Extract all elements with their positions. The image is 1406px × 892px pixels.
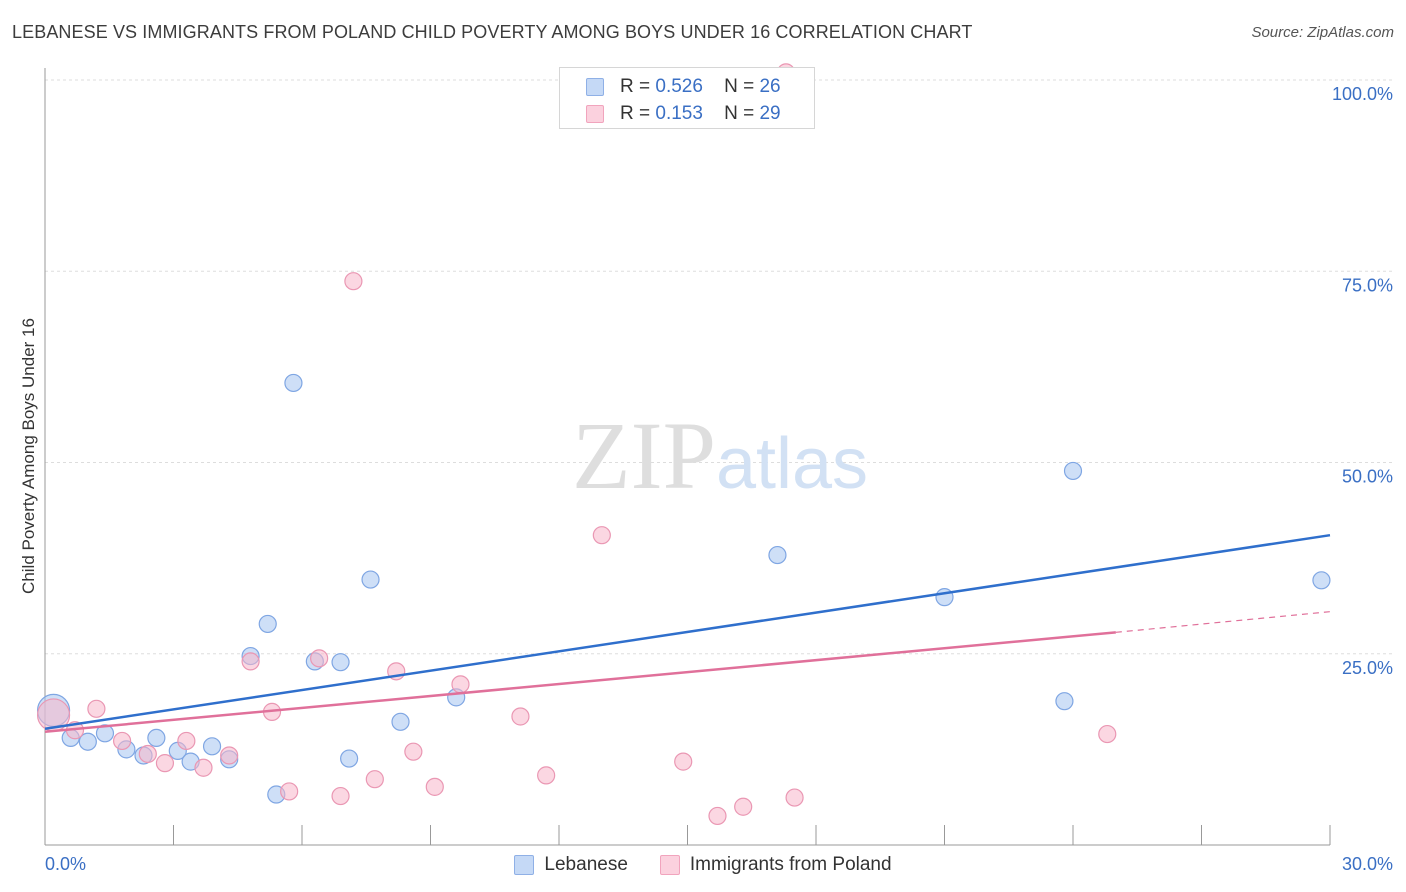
point-lebanese	[258, 614, 277, 634]
point-lebanese	[768, 545, 787, 565]
stats-n-label: N =	[724, 103, 755, 124]
stats-n-value: 26	[759, 76, 781, 97]
y-tick-label: 100.0%	[1332, 84, 1393, 104]
point-lebanese	[1063, 461, 1083, 481]
legend-item-lebanese: Lebanese	[514, 854, 628, 876]
gridlines	[45, 79, 1392, 655]
point-poland	[425, 777, 444, 796]
legend-label-poland: Immigrants from Poland	[689, 854, 892, 875]
watermark-atlas: atlas	[716, 424, 868, 504]
point-poland	[592, 526, 611, 545]
point-poland	[155, 754, 175, 773]
point-poland	[194, 758, 213, 777]
point-poland	[1098, 724, 1117, 744]
point-poland	[511, 707, 530, 726]
legend-label-lebanese: Lebanese	[544, 854, 628, 875]
point-lebanese	[361, 570, 380, 589]
point-lebanese	[340, 749, 359, 768]
point-poland	[404, 742, 423, 761]
x-tick-label: 0.0%	[45, 854, 86, 874]
point-poland	[674, 752, 693, 771]
stats-r-value: 0.526	[655, 76, 703, 97]
point-poland	[177, 731, 196, 751]
point-poland	[87, 699, 106, 718]
stats-n-label: N =	[724, 76, 755, 97]
chart-source: Source: ZipAtlas.com	[1251, 24, 1394, 41]
trend-line-poland	[44, 631, 1116, 734]
chart-title: LEBANESE VS IMMIGRANTS FROM POLAND CHILD…	[12, 22, 973, 42]
legend-item-poland: Immigrants from Poland	[659, 854, 892, 876]
stats-text-lebanese: R = 0.526 N = 26	[620, 76, 781, 98]
point-lebanese	[202, 737, 222, 756]
point-lebanese	[147, 728, 166, 748]
point-poland	[280, 782, 299, 801]
point-poland	[138, 744, 157, 764]
point-poland	[241, 652, 260, 671]
point-lebanese	[284, 373, 303, 393]
point-poland	[365, 770, 384, 789]
point-lebanese	[1312, 571, 1331, 590]
point-poland	[344, 272, 363, 291]
point-poland	[734, 797, 753, 816]
stats-r-label: R =	[620, 76, 651, 97]
trend-line-lebanese	[44, 533, 1331, 730]
stats-r-label: R =	[620, 103, 651, 124]
point-lebanese	[391, 712, 410, 731]
point-poland	[220, 746, 239, 765]
point-poland	[708, 806, 727, 826]
point-poland	[785, 788, 804, 807]
y-tick-label: 25.0%	[1342, 658, 1393, 678]
legend-swatch-lebanese	[514, 855, 535, 875]
point-poland	[112, 731, 132, 751]
point-lebanese	[1055, 692, 1074, 711]
stats-box: R = 0.526 N = 26 R = 0.153 N = 29	[559, 67, 815, 129]
legend-swatch-poland	[659, 855, 680, 875]
trend-line-extension-poland	[1115, 611, 1331, 633]
point-lebanese	[331, 653, 350, 672]
point-poland	[331, 786, 350, 806]
watermark: ZIPatlas	[572, 402, 868, 509]
y-axis-title: Child Poverty Among Boys Under 16	[19, 318, 38, 594]
data-points	[36, 63, 1331, 826]
stats-swatch-poland	[586, 105, 604, 123]
x-tick-label: 30.0%	[1342, 854, 1393, 874]
y-tick-label: 75.0%	[1342, 275, 1393, 295]
watermark-zip: ZIP	[572, 402, 716, 509]
point-lebanese	[95, 724, 115, 743]
stats-n-value: 29	[759, 103, 781, 124]
legend: Lebanese Immigrants from Poland	[0, 850, 1406, 880]
axes	[44, 68, 1331, 846]
point-lebanese	[78, 732, 97, 751]
point-poland	[537, 766, 556, 785]
stats-text-poland: R = 0.153 N = 29	[620, 103, 781, 125]
stats-r-value: 0.153	[655, 103, 703, 124]
stats-swatch-lebanese	[586, 78, 604, 96]
point-poland	[310, 649, 329, 668]
trend-lines	[44, 533, 1331, 734]
point-poland	[451, 675, 470, 694]
y-tick-label: 50.0%	[1342, 467, 1393, 487]
tick-labels: Child Poverty Among Boys Under 16 25.0% 5…	[19, 84, 1393, 874]
